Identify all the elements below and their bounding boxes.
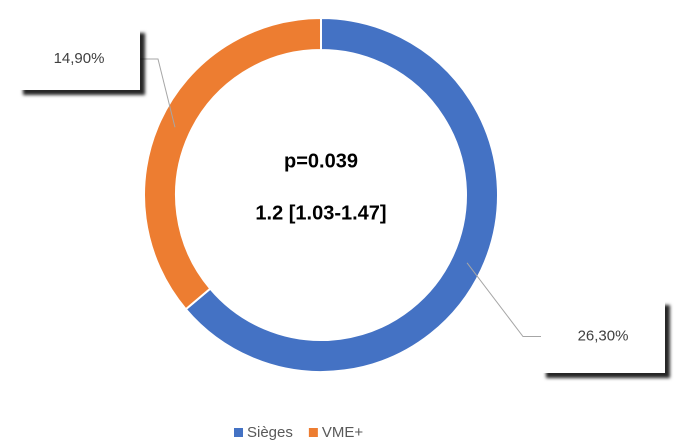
donut-slice — [184, 16, 499, 373]
label-box — [541, 300, 665, 373]
legend-swatch — [308, 428, 318, 437]
data-label: 14,90% — [54, 50, 105, 67]
annotation: p=0.039 — [284, 150, 358, 172]
donut-slice — [143, 16, 322, 311]
legend-label: Sièges — [247, 424, 293, 441]
leader-line — [466, 262, 541, 337]
label-box — [18, 28, 140, 90]
data-label: 26,30% — [578, 327, 629, 344]
leader-line — [140, 58, 176, 128]
annotation: 1.2 [1.03-1.47] — [255, 202, 386, 224]
legend-label: VME+ — [322, 424, 364, 441]
legend-swatch — [234, 428, 243, 437]
